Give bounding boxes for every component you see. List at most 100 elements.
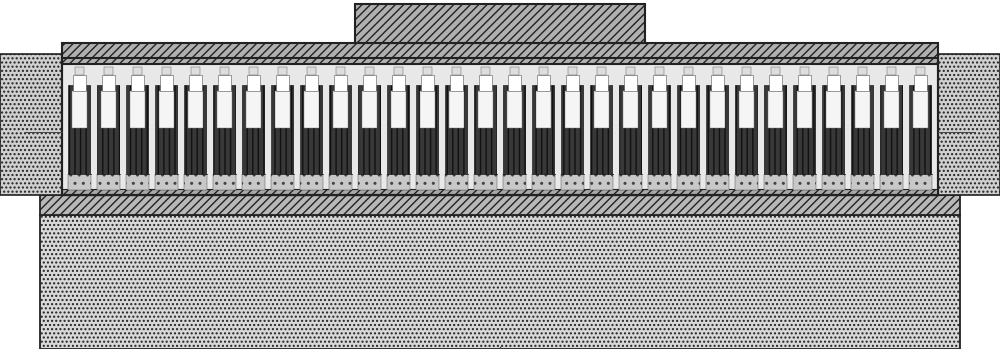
Bar [294,66,297,174]
Bar [568,67,577,75]
Bar [735,174,758,190]
Bar [300,85,323,174]
Bar [880,174,903,190]
Bar [445,174,468,190]
Bar [365,67,374,75]
Bar [304,91,319,128]
Bar [275,91,290,128]
Bar [68,174,91,190]
Bar [584,66,587,174]
Bar [355,4,645,43]
Bar [903,66,906,174]
Bar [188,91,203,128]
Bar [40,195,960,215]
Bar [207,66,210,174]
Bar [217,91,232,128]
Bar [914,75,927,91]
Bar [210,66,213,174]
Bar [323,66,326,174]
Bar [565,91,580,128]
Bar [126,85,149,174]
Bar [642,66,645,174]
Bar [703,66,706,174]
Bar [104,67,113,75]
Bar [271,174,294,190]
Bar [220,67,229,75]
Bar [790,66,793,174]
Bar [184,174,207,190]
Bar [671,66,674,174]
Bar [740,75,753,91]
Bar [710,91,725,128]
Bar [213,174,236,190]
Bar [739,91,754,128]
Bar [510,67,519,75]
Bar [503,174,526,190]
Bar [536,91,551,128]
Bar [242,85,265,174]
Bar [249,67,258,75]
Bar [742,67,751,75]
Bar [410,66,413,174]
Bar [561,85,584,174]
Bar [62,58,938,195]
Bar [305,75,318,91]
Bar [75,67,84,75]
Bar [387,174,410,190]
Bar [481,67,490,75]
Bar [439,66,442,174]
Bar [392,75,405,91]
Bar [874,66,877,174]
Bar [326,66,329,174]
Bar [189,75,202,91]
Bar [416,85,439,174]
Bar [826,91,841,128]
Bar [73,75,86,91]
Bar [329,174,352,190]
Bar [909,174,932,190]
Bar [394,67,403,75]
Bar [909,85,932,174]
Bar [906,66,909,174]
Bar [278,67,287,75]
Bar [590,174,613,190]
Bar [471,66,474,174]
Bar [508,75,521,91]
Bar [497,66,500,174]
Bar [246,91,261,128]
Bar [619,174,642,190]
Bar [648,174,671,190]
Bar [851,174,874,190]
Bar [474,85,497,174]
Bar [101,91,116,128]
Bar [587,66,590,174]
Bar [268,66,271,174]
Bar [735,85,758,174]
Bar [858,67,867,75]
Bar [152,66,155,174]
Bar [358,174,381,190]
Bar [851,85,874,174]
Bar [191,67,200,75]
Bar [336,67,345,75]
Bar [149,66,152,174]
Bar [265,66,268,174]
Bar [938,54,1000,195]
Bar [848,66,851,174]
Bar [623,91,638,128]
Bar [706,85,729,174]
Bar [218,75,231,91]
Bar [423,67,432,75]
Bar [416,174,439,190]
Bar [130,91,145,128]
Bar [452,67,461,75]
Bar [97,85,120,174]
Bar [352,66,355,174]
Bar [561,174,584,190]
Bar [800,67,809,75]
Bar [880,85,903,174]
Bar [827,75,840,91]
Bar [793,85,816,174]
Bar [768,91,783,128]
Bar [62,43,938,64]
